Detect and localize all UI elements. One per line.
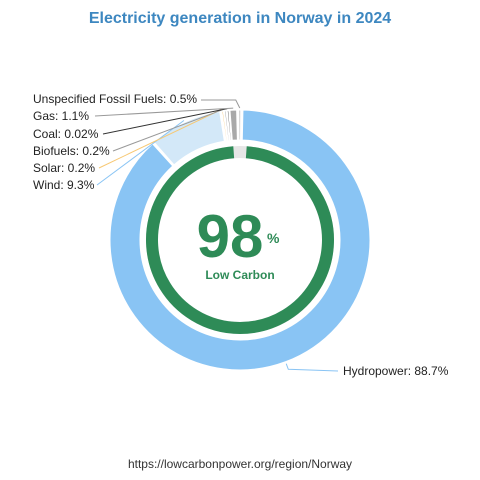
- chart-title: Electricity generation in Norway in 2024: [88, 10, 392, 27]
- data-label-solar: Solar: 0.2%: [33, 161, 96, 175]
- low-carbon-ring: [146, 146, 334, 334]
- data-label-gas: Gas: 1.1%: [33, 109, 90, 123]
- leader-line-gas: [94, 107, 234, 117]
- data-label-wind: Wind: 9.3%: [33, 178, 95, 192]
- data-label-biofuels: Biofuels: 0.2%: [33, 144, 110, 158]
- low-carbon-label: Low Carbon: [205, 268, 275, 282]
- leader-line-solar: [98, 108, 223, 169]
- data-label-unspecified-fossil: Unspecified Fossil Fuels: 0.5%: [33, 92, 198, 106]
- low-carbon-value: 98: [196, 203, 264, 270]
- slice-gas: [229, 109, 238, 141]
- slice-unspecified-fossil: [238, 109, 242, 141]
- low-carbon-unit: %: [267, 230, 280, 246]
- slice-biofuels: [224, 110, 230, 142]
- source-url: https://lowcarbonpower.org/region/Norway: [127, 457, 353, 471]
- leader-line-coal: [102, 108, 228, 135]
- slice-hydropower: [109, 109, 371, 371]
- leader-line-wind: [96, 120, 185, 186]
- leader-line-biofuels: [112, 108, 225, 152]
- data-label-coal: Coal: 0.02%: [33, 127, 99, 141]
- slice-coal: [226, 109, 232, 142]
- leader-line-unspecified-fossil: [201, 99, 241, 109]
- leader-line-hydropower: [285, 363, 339, 372]
- data-label-hydropower: Hydropower: 88.7%: [343, 364, 449, 378]
- slice-solar: [221, 110, 228, 142]
